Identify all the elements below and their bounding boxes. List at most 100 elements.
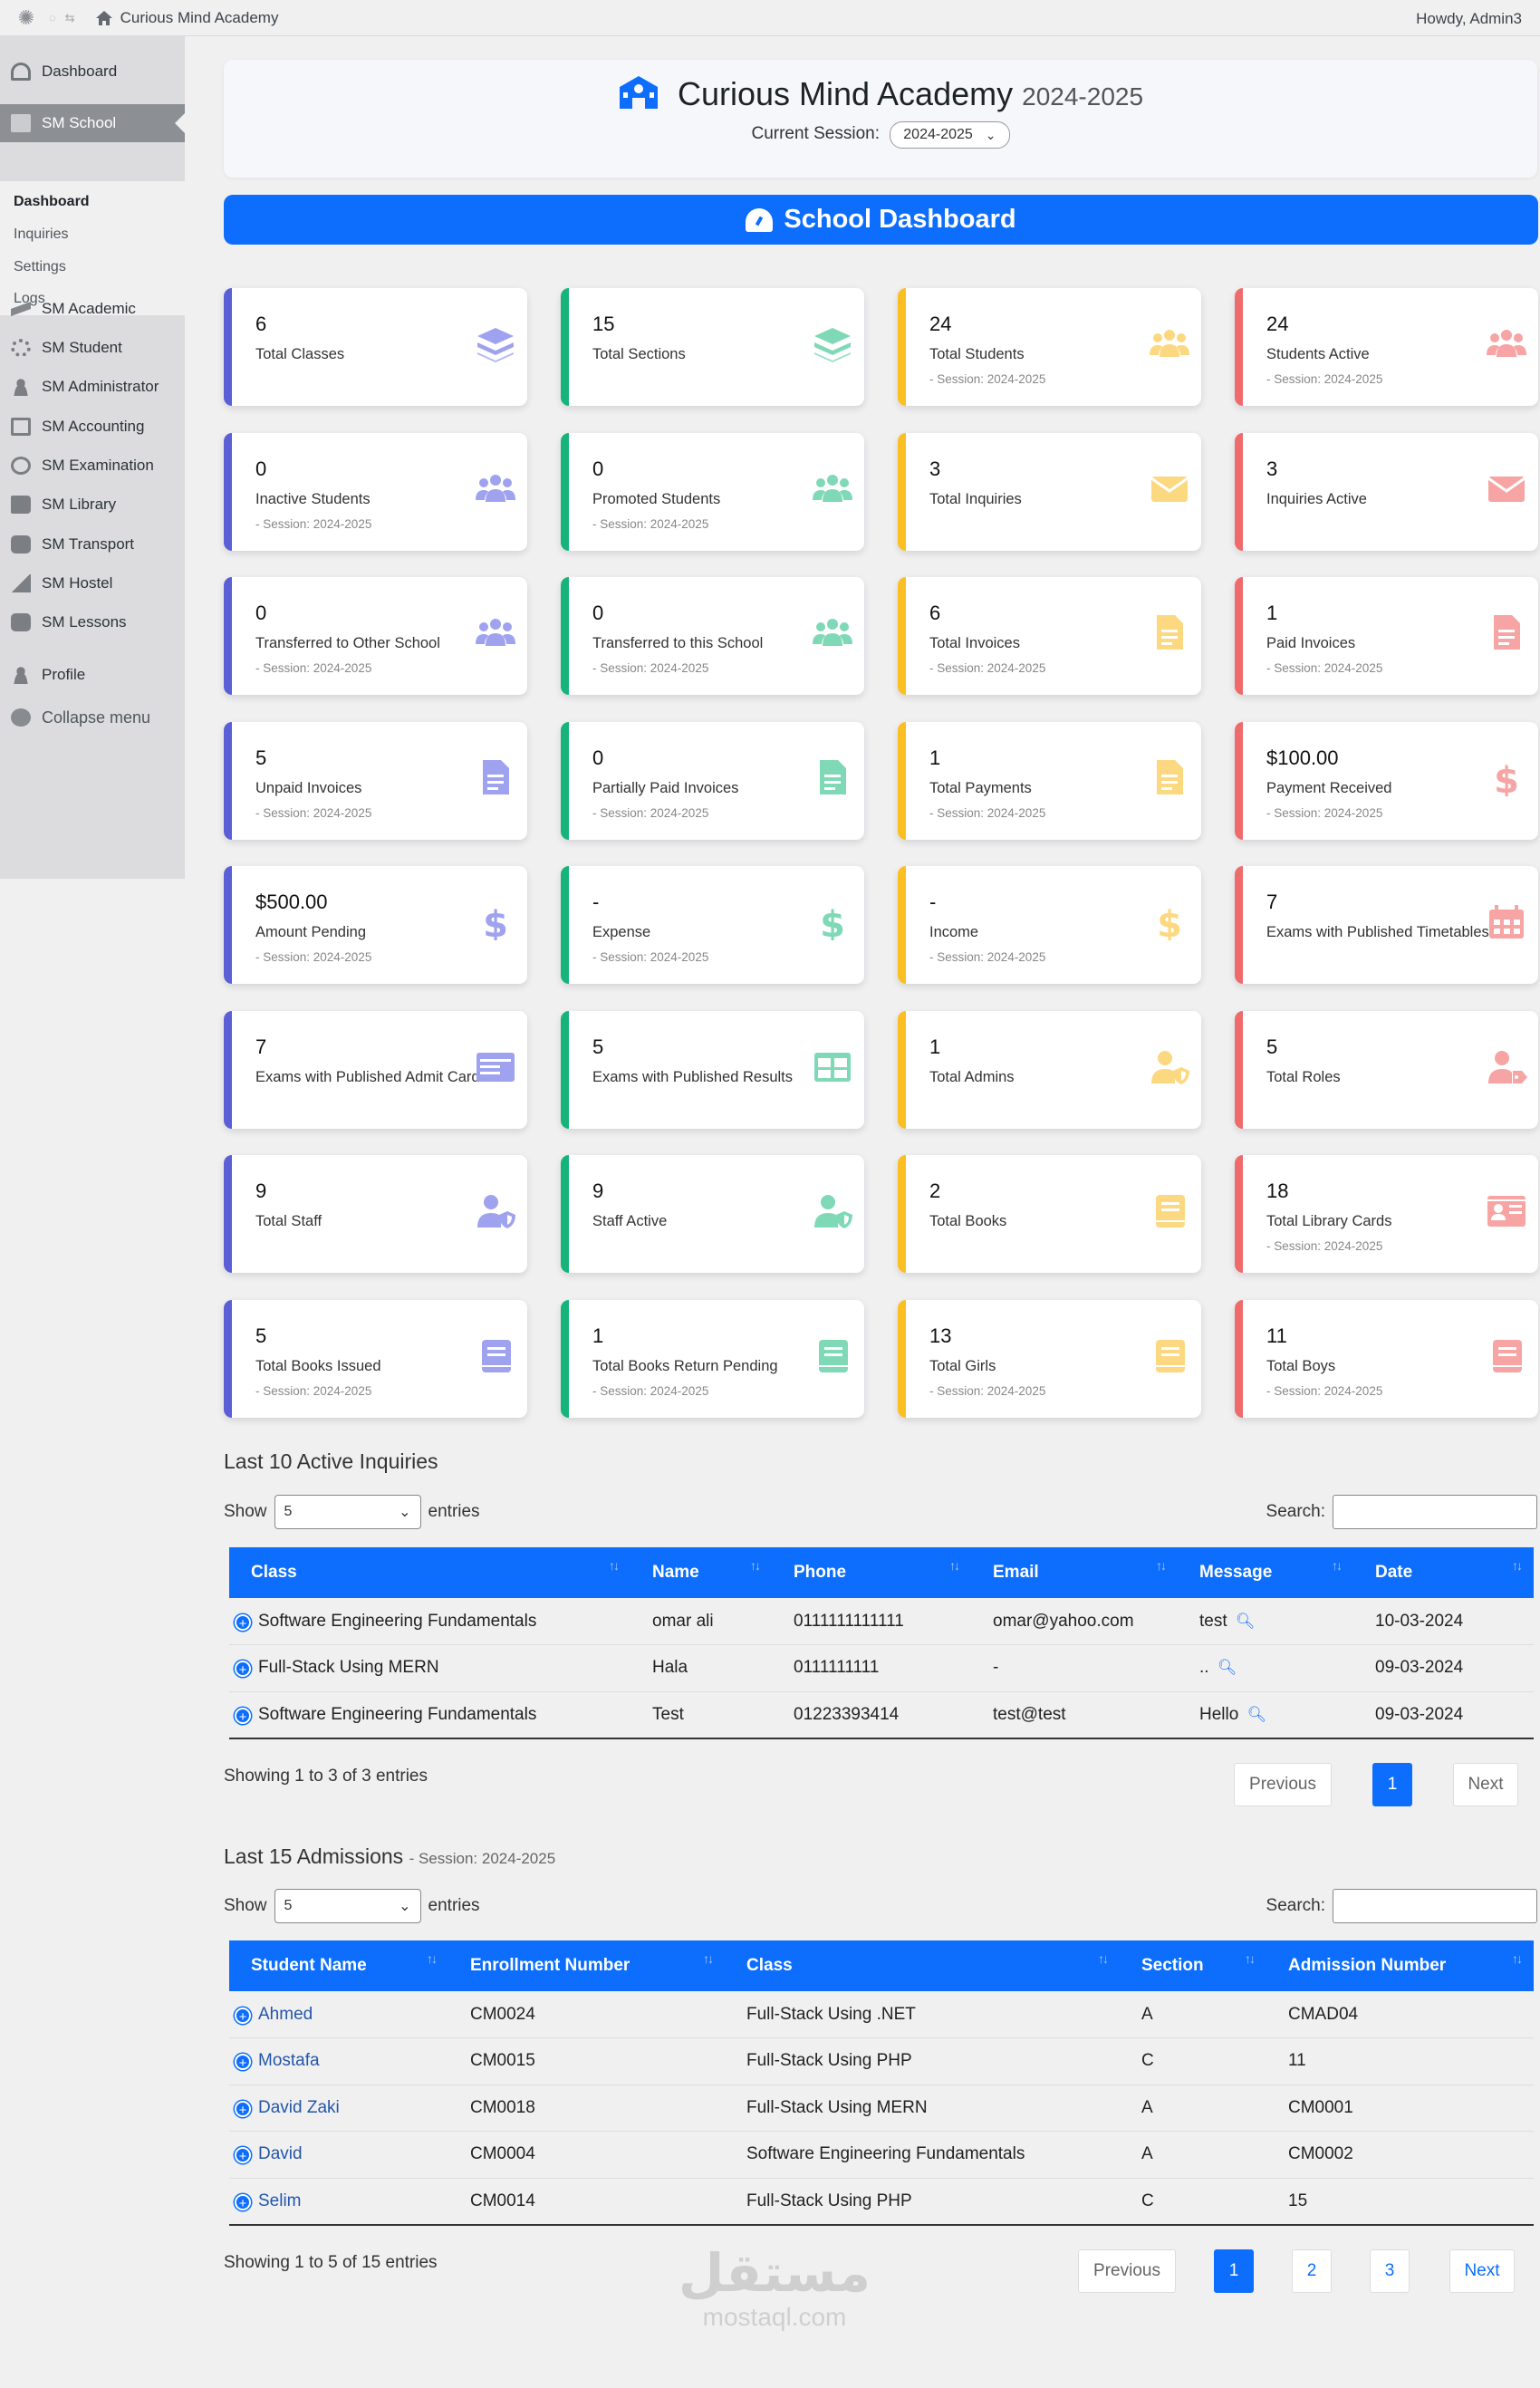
sidebar-item-sm-school[interactable]: SM School	[0, 104, 185, 142]
column-header[interactable]: Admission Number ↑↓	[1266, 1940, 1534, 1991]
expand-row-icon[interactable]: +	[235, 1661, 251, 1678]
session-select[interactable]: 2024-2025 ⌄	[890, 121, 1010, 149]
page-1-button[interactable]: 1	[1214, 2249, 1254, 2293]
stat-label: Paid Invoices	[1266, 635, 1356, 651]
sidebar-item-sm-hostel[interactable]: SM Hostel	[0, 570, 185, 597]
gear-icon	[11, 339, 31, 357]
cell-text: Full-Stack Using PHP	[746, 2191, 912, 2210]
sidebar-item-sm-lessons[interactable]: SM Lessons	[0, 609, 185, 636]
submenu-item-inquiries[interactable]: Inquiries	[14, 226, 69, 242]
sidebar-item-label: SM Transport	[42, 535, 135, 553]
sidebar-item-profile[interactable]: Profile	[0, 661, 185, 688]
previous-button[interactable]: Previous	[1078, 2249, 1176, 2293]
stat-card: 18 Total Library Cards - Session: 2024-202…	[1235, 1155, 1538, 1273]
expand-row-icon[interactable]: +	[235, 2147, 251, 2164]
next-button[interactable]: Next	[1449, 2249, 1515, 2293]
submenu-item-settings[interactable]: Settings	[14, 259, 66, 274]
school-name: Curious Mind Academy	[677, 75, 1014, 112]
student-name-link[interactable]: Ahmed	[258, 2004, 313, 2024]
sidebar-item-sm-library[interactable]: SM Library	[0, 491, 185, 518]
cell-text: 11	[1288, 2051, 1306, 2071]
sidebar-item-sm-accounting[interactable]: SM Accounting	[0, 413, 185, 440]
column-header[interactable]: Name ↑↓	[630, 1547, 772, 1598]
wordpress-logo-icon[interactable]: ✺	[17, 5, 35, 29]
table-cell: CMAD04	[1266, 1991, 1534, 2038]
column-header[interactable]: Date ↑↓	[1353, 1547, 1534, 1598]
search-icon[interactable]: 🔍︎	[1246, 1705, 1267, 1723]
user-shield-icon	[475, 1191, 516, 1229]
column-header[interactable]: Email ↑↓	[971, 1547, 1178, 1598]
users-icon	[475, 469, 516, 507]
sidebar-item-sm-academic[interactable]: SM Academic	[0, 295, 185, 323]
stat-card: 24 Students Active - Session: 2024-2025	[1235, 288, 1538, 406]
stat-card: 6 Total Classes	[224, 288, 527, 406]
stat-card: 1 Total Payments - Session: 2024-2025	[898, 722, 1201, 840]
table-cell: A	[1120, 2085, 1266, 2132]
admissions-page-size-select[interactable]: 5 ⌄	[274, 1889, 421, 1923]
sort-icon: ↑↓	[1332, 1558, 1343, 1573]
howdy-user[interactable]: Howdy, Admin3	[1416, 10, 1522, 27]
submenu-item-dashboard[interactable]: Dashboard	[14, 194, 90, 209]
stat-label: Total Payments	[929, 780, 1032, 796]
next-button[interactable]: Next	[1453, 1763, 1518, 1806]
stat-label: Inactive Students	[255, 491, 371, 507]
student-name-link[interactable]: David	[258, 2144, 303, 2164]
stat-card: $100.00 Payment Received - Session: 2024-2…	[1235, 722, 1538, 840]
expand-row-icon[interactable]: +	[235, 2054, 251, 2071]
page-2-button[interactable]: 2	[1292, 2249, 1332, 2293]
admissions-title: Last 15 Admissions	[224, 1844, 404, 1868]
column-header[interactable]: Section ↑↓	[1120, 1940, 1266, 1991]
page-size-value: 5	[284, 1504, 293, 1519]
expand-row-icon[interactable]: +	[235, 1707, 251, 1725]
user-shield-icon	[1149, 1047, 1190, 1085]
sidebar-item-dashboard[interactable]: Dashboard	[0, 58, 185, 85]
column-header[interactable]: Enrollment Number ↑↓	[448, 1940, 725, 1991]
stat-label: Total Roles	[1266, 1069, 1341, 1085]
column-header[interactable]: Class ↑↓	[229, 1547, 630, 1598]
sidebar-item-sm-transport[interactable]: SM Transport	[0, 531, 185, 558]
cell-text: 09-03-2024	[1375, 1704, 1464, 1724]
search-icon[interactable]: 🔍︎	[1235, 1612, 1256, 1630]
expand-row-icon[interactable]: +	[235, 2193, 251, 2211]
invoice-icon	[1149, 613, 1190, 651]
grey-link-icon[interactable]: ⇆	[64, 10, 75, 24]
chevron-down-icon: ⌄	[399, 1899, 411, 1914]
column-header[interactable]: Message ↑↓	[1178, 1547, 1353, 1598]
sidebar-item-sm-administrator[interactable]: SM Administrator	[0, 373, 185, 400]
expand-row-icon[interactable]: +	[235, 1613, 251, 1632]
sidebar-item-sm-examination[interactable]: SM Examination	[0, 452, 185, 479]
table-cell: 09-03-2024	[1353, 1691, 1534, 1739]
sidebar-item-sm-student[interactable]: SM Student	[0, 334, 185, 361]
sidebar-item-label: Collapse menu	[42, 708, 151, 727]
site-link[interactable]: Curious Mind Academy	[95, 9, 278, 27]
table-icon	[812, 1047, 853, 1085]
search-icon[interactable]: 🔍︎	[1217, 1659, 1237, 1677]
inquiries-page-size-select[interactable]: 5 ⌄	[274, 1495, 421, 1529]
student-name-link[interactable]: Mostafa	[258, 2051, 320, 2071]
expand-row-icon[interactable]: +	[235, 2100, 251, 2118]
column-header[interactable]: Phone ↑↓	[772, 1547, 971, 1598]
table-cell: + Mostafa	[229, 2037, 448, 2085]
column-header-label: Section	[1141, 1956, 1204, 1975]
previous-button[interactable]: Previous	[1234, 1763, 1332, 1806]
stat-value: 0	[255, 602, 267, 624]
student-name-link[interactable]: Selim	[258, 2191, 302, 2210]
expand-row-icon[interactable]: +	[235, 2007, 251, 2025]
stat-value: 11	[1266, 1324, 1287, 1347]
grey-link-icon[interactable]: ◌	[49, 10, 56, 24]
column-header[interactable]: Student Name ↑↓	[229, 1940, 448, 1991]
inquiries-search-input[interactable]	[1333, 1495, 1537, 1529]
column-header[interactable]: Class ↑↓	[725, 1940, 1120, 1991]
sidebar-item-label: SM Hostel	[42, 574, 113, 592]
book-icon	[1149, 1336, 1190, 1374]
stat-session: - Session: 2024-2025	[1266, 806, 1383, 820]
admissions-search-input[interactable]	[1333, 1889, 1537, 1923]
page-1-button[interactable]: 1	[1372, 1763, 1412, 1806]
stat-value: $100.00	[1266, 746, 1339, 769]
sidebar-item-label: SM Academic	[42, 300, 136, 317]
student-name-link[interactable]: David Zaki	[258, 2097, 340, 2117]
page-3-button[interactable]: 3	[1370, 2249, 1410, 2293]
collapse-menu-button[interactable]: Collapse menu	[0, 704, 185, 731]
admit-card-icon	[475, 1047, 516, 1085]
stat-value: $500.00	[255, 891, 328, 913]
